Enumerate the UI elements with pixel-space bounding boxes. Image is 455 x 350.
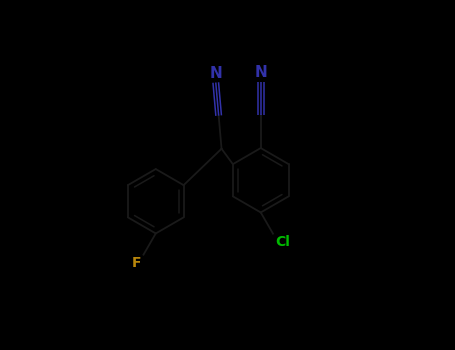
Text: F: F — [132, 257, 142, 271]
Text: N: N — [209, 66, 222, 81]
Text: Cl: Cl — [275, 236, 290, 250]
Text: N: N — [254, 65, 267, 80]
